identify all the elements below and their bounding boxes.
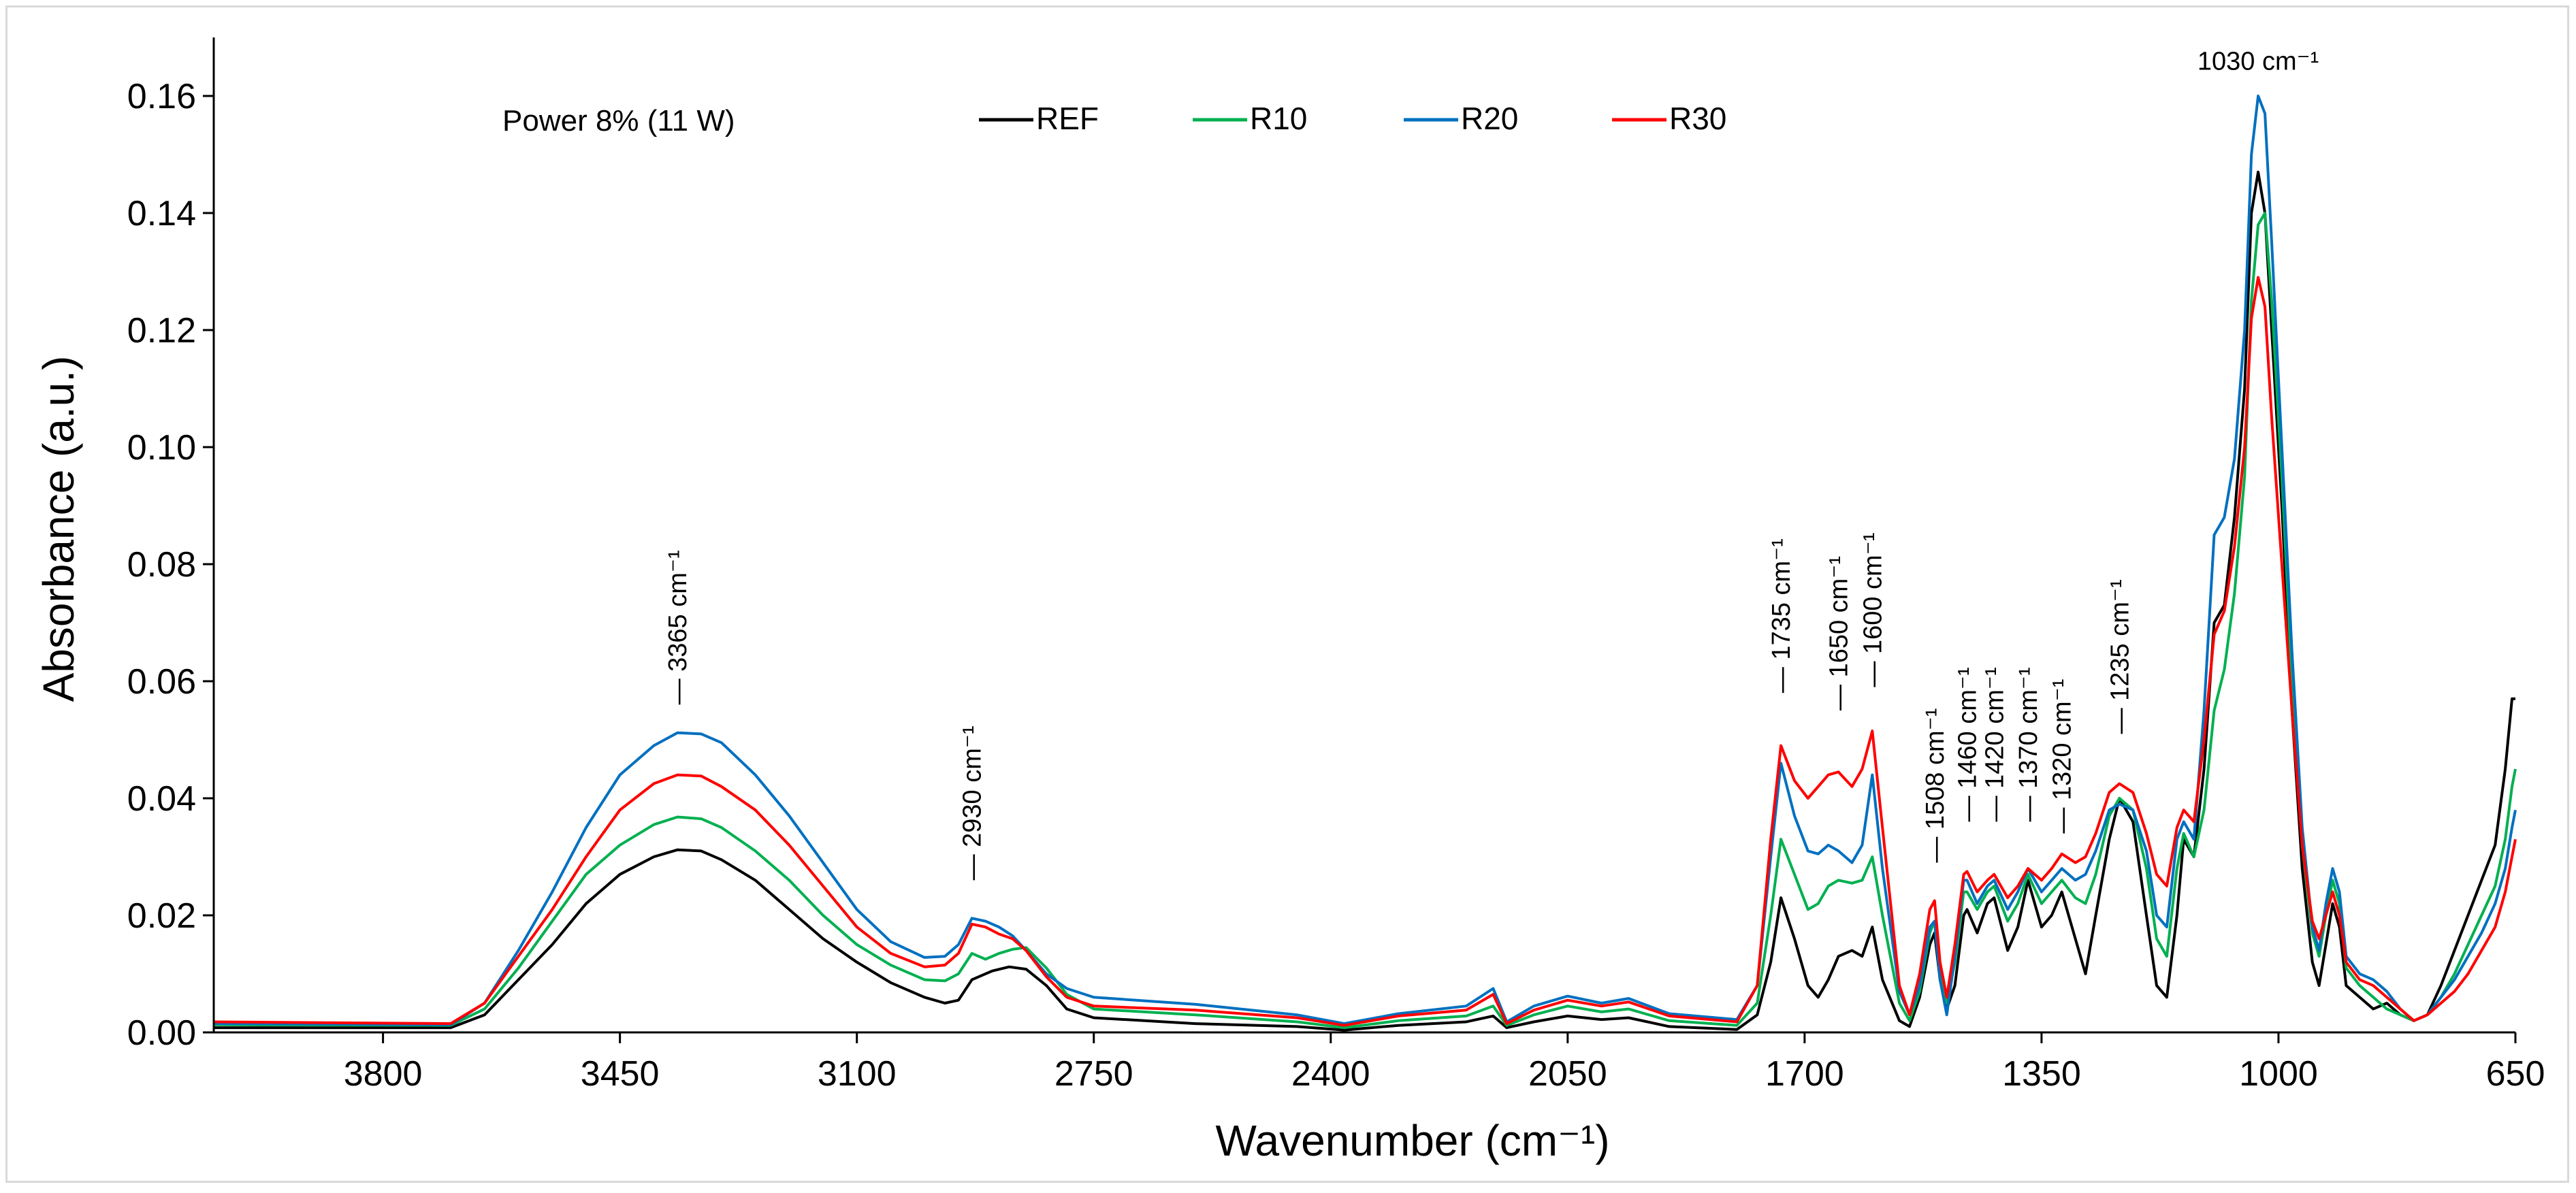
x-tick-label: 2400: [1291, 1054, 1370, 1094]
peak-label: — 3365 cm⁻¹: [664, 550, 692, 704]
peak-label: — 1370 cm⁻¹: [2014, 667, 2043, 821]
series-line-r20: [213, 95, 2517, 1026]
peak-label: — 1460 cm⁻¹: [1954, 667, 1982, 821]
y-tick-label: 0.12: [127, 311, 196, 350]
x-tick-label: 3100: [818, 1054, 897, 1094]
y-tick-label: 0.08: [127, 545, 196, 585]
peak-label: — 1600 cm⁻¹: [1858, 533, 1887, 687]
peak-label: — 1320 cm⁻¹: [2048, 679, 2077, 834]
y-tick-label: 0.06: [127, 662, 196, 702]
figure-border: [5, 5, 2569, 1183]
x-axis-title: Wavenumber (cm⁻¹): [1215, 1116, 1609, 1165]
legend-label-r20: R20: [1461, 101, 1518, 136]
peak-label: — 1508 cm⁻¹: [1921, 708, 1950, 863]
peak-label: — 1650 cm⁻¹: [1825, 556, 1854, 710]
x-tick-label: 3800: [344, 1054, 423, 1094]
y-tick-label: 0.10: [127, 428, 196, 468]
legend-label-r10: R10: [1250, 101, 1307, 136]
x-tick-label: 3450: [581, 1054, 660, 1094]
peak-annotations: — 3365 cm⁻¹ — 2930 cm⁻¹ — 1735 cm⁻¹ — 1650 …: [664, 47, 2319, 880]
x-tick-label: 1350: [2002, 1054, 2081, 1094]
y-tick-label: 0.14: [127, 194, 196, 233]
peak-label: — 1420 cm⁻¹: [1980, 667, 2009, 821]
peak-label: — 1235 cm⁻¹: [2106, 579, 2134, 734]
series-lines: [213, 95, 2517, 1032]
y-axis-ticks: 0.00 0.02 0.04 0.06 0.08 0.10 0.12 0.14 0.16: [127, 77, 214, 1053]
peak-label: — 1735 cm⁻¹: [1767, 538, 1796, 693]
x-tick-label: 1000: [2239, 1054, 2318, 1094]
peak-label: — 2930 cm⁻¹: [959, 725, 987, 880]
y-tick-label: 0.00: [127, 1013, 196, 1053]
series-line-r30: [213, 276, 2517, 1027]
y-tick-label: 0.02: [127, 896, 196, 936]
peak-label: 1030 cm⁻¹: [2197, 47, 2319, 76]
y-axis-title: Absorbance (a.u.): [34, 356, 83, 702]
x-axis-ticks: 3800 3450 3100 2750 2400 2050 1700 1350 1000 650: [344, 1032, 2545, 1094]
y-tick-label: 0.16: [127, 77, 196, 116]
x-tick-label: 1700: [1765, 1054, 1844, 1094]
power-label: Power 8% (11 W): [502, 104, 735, 137]
x-tick-label: 650: [2486, 1054, 2545, 1094]
legend: REF R10 R20 R30: [979, 101, 1726, 136]
legend-label-r30: R30: [1669, 101, 1726, 136]
legend-label-ref: REF: [1036, 101, 1099, 136]
x-tick-label: 2750: [1054, 1054, 1133, 1094]
y-tick-label: 0.04: [127, 779, 196, 819]
x-tick-label: 2050: [1528, 1054, 1607, 1094]
